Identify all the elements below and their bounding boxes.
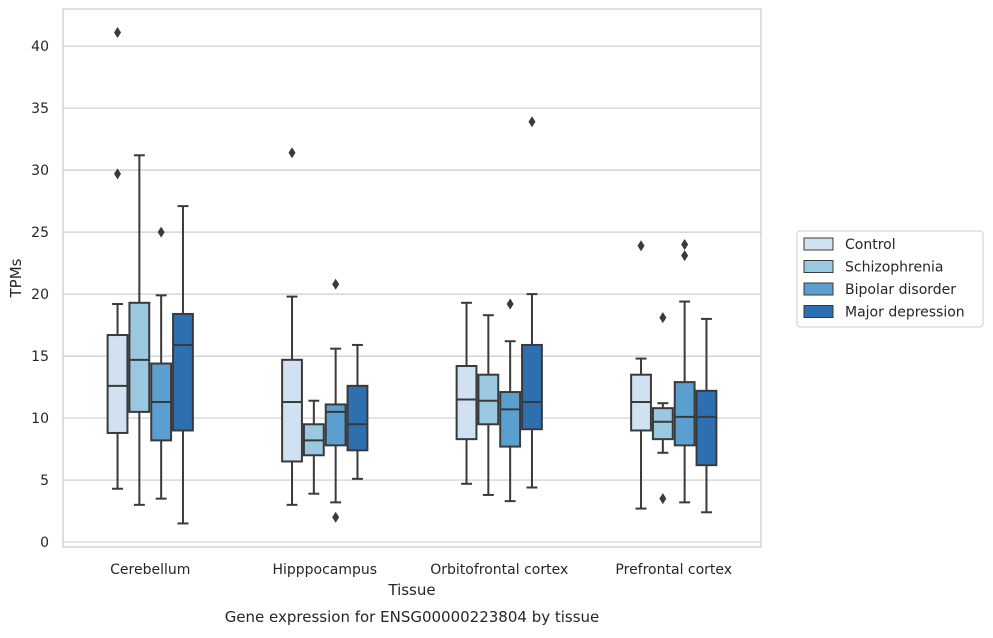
box-1-3 [346, 343, 369, 480]
box-iqr [521, 343, 543, 431]
y-tick-label: 0 [40, 535, 49, 551]
box-3-2 [673, 239, 696, 504]
legend-label: Bipolar disorder [845, 282, 956, 298]
box-iqr [651, 407, 674, 441]
legend-swatch [803, 282, 834, 296]
y-tick-label: 5 [40, 473, 49, 489]
x-tick-label: Cerebellum [110, 562, 190, 578]
box-iqr [695, 389, 718, 467]
box-groups [106, 27, 718, 525]
box-0-3 [172, 205, 194, 525]
x-tick-label: Orbitofrontal cortex [430, 562, 568, 578]
x-tick-label: Prefrontal cortex [615, 562, 732, 578]
legend-label: Major depression [845, 305, 965, 321]
y-axis: 0 5 10 15 20 25 30 35 40 [31, 39, 49, 551]
y-tick-label: 25 [31, 225, 49, 241]
box-iqr [281, 358, 303, 463]
y-tick-label: 20 [31, 287, 49, 303]
outlier-point [528, 116, 536, 128]
box-iqr [128, 301, 151, 413]
box-3-1 [651, 312, 674, 505]
x-axis-label: Tissue [387, 581, 435, 599]
box-iqr [499, 391, 522, 448]
legend: Control Schizophrenia Bipolar disorder Majo… [796, 230, 984, 328]
box-iqr [477, 373, 500, 426]
box-0-1 [128, 154, 151, 506]
outlier-point [681, 250, 689, 262]
outlier-point [157, 226, 165, 238]
legend-frame [796, 230, 984, 328]
y-tick-label: 15 [31, 349, 49, 365]
outlier-point [637, 240, 645, 252]
box-2-2 [499, 298, 522, 503]
box-iqr [324, 403, 347, 447]
box-0-0 [106, 27, 129, 490]
box-1-2 [324, 278, 347, 523]
legend-swatch [803, 260, 834, 273]
box-2-1 [477, 314, 500, 496]
legend-swatch [803, 237, 834, 251]
legend-swatch [803, 305, 834, 318]
legend-label: Control [845, 237, 896, 253]
outlier-point [114, 168, 122, 180]
outlier-point [288, 147, 296, 159]
box-iqr [172, 312, 194, 432]
outlier-point [506, 298, 514, 310]
y-tick-label: 40 [31, 39, 49, 55]
outlier-point [114, 27, 122, 39]
y-tick-label: 30 [31, 163, 49, 179]
box-iqr [673, 381, 696, 447]
y-tick-label: 10 [31, 411, 49, 427]
box-0-2 [150, 226, 173, 500]
x-axis: Cerebellum Hipppocampus Orbitofrontal cort… [110, 562, 732, 578]
x-tick-label: Hipppocampus [272, 562, 377, 578]
box-iqr [106, 334, 129, 434]
chart-caption: Gene expression for ENSG00000223804 by t… [225, 608, 600, 626]
outlier-point [659, 312, 667, 324]
box-2-0 [455, 301, 478, 485]
box-1-1 [302, 399, 325, 495]
box-1-0 [281, 147, 303, 506]
box-3-0 [630, 240, 652, 510]
y-axis-label: TPMs [7, 258, 25, 298]
outlier-point [681, 239, 689, 251]
outlier-point [332, 278, 340, 290]
box-iqr [346, 384, 369, 452]
legend-label: Schizophrenia [845, 260, 943, 276]
outlier-point [332, 511, 340, 523]
outlier-point [659, 493, 667, 505]
y-tick-label: 35 [31, 101, 49, 117]
box-2-3 [521, 116, 543, 489]
plot-area [62, 8, 762, 548]
box-iqr [455, 365, 478, 441]
box-3-3 [695, 317, 718, 514]
